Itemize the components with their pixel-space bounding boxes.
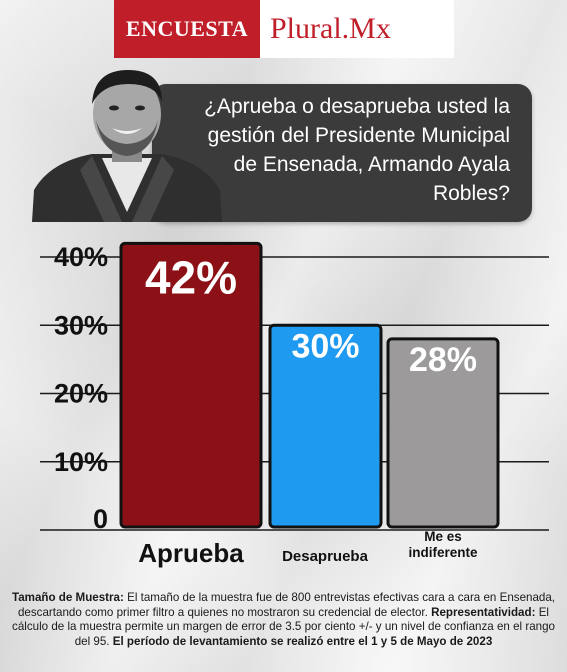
bar — [268, 323, 383, 529]
data-label: 28% — [409, 341, 477, 379]
sample-size-label: Tamaño de Muestra: — [11, 591, 124, 604]
data-label: 42% — [145, 251, 237, 303]
y-tick-label: 20% — [54, 379, 108, 409]
survey-question: ¿Aprueba o desaprueba usted la gestión d… — [204, 95, 510, 205]
representativeness-text: El cálculo de la muestra permite un marg… — [12, 605, 555, 648]
y-tick-label: 40% — [54, 242, 108, 272]
brand-logo: ENCUESTA Plural.Mx — [114, 0, 454, 58]
y-tick-label: 0 — [93, 504, 108, 534]
sample-size-text: El tamaño de la muestra fue de 800 entre… — [17, 591, 556, 619]
bar — [119, 241, 263, 529]
brand-name: Plural.Mx — [260, 0, 454, 58]
approval-bar-chart: 0 10% 20% 30% 40% 42% Aprueba 30% Desaprueba 28% M… — [40, 241, 549, 568]
politician-photo — [32, 70, 222, 222]
category-label: Aprueba — [138, 538, 244, 568]
data-label: 30% — [291, 327, 359, 365]
category-label: Desaprueba — [282, 548, 369, 565]
category-label: indiferente — [408, 545, 478, 560]
y-tick-label: 30% — [54, 310, 108, 340]
survey-period-text: El período de levantamiento se realizó e… — [112, 634, 493, 648]
category-label: Me es — [424, 529, 462, 544]
y-tick-label: 10% — [54, 447, 108, 477]
representativeness-label: Representatividad: — [431, 605, 536, 619]
methodology-note: Tamaño de Muestra: El tamaño de la muest… — [8, 591, 559, 649]
brand-tag: ENCUESTA — [114, 0, 260, 58]
bar — [386, 337, 500, 529]
